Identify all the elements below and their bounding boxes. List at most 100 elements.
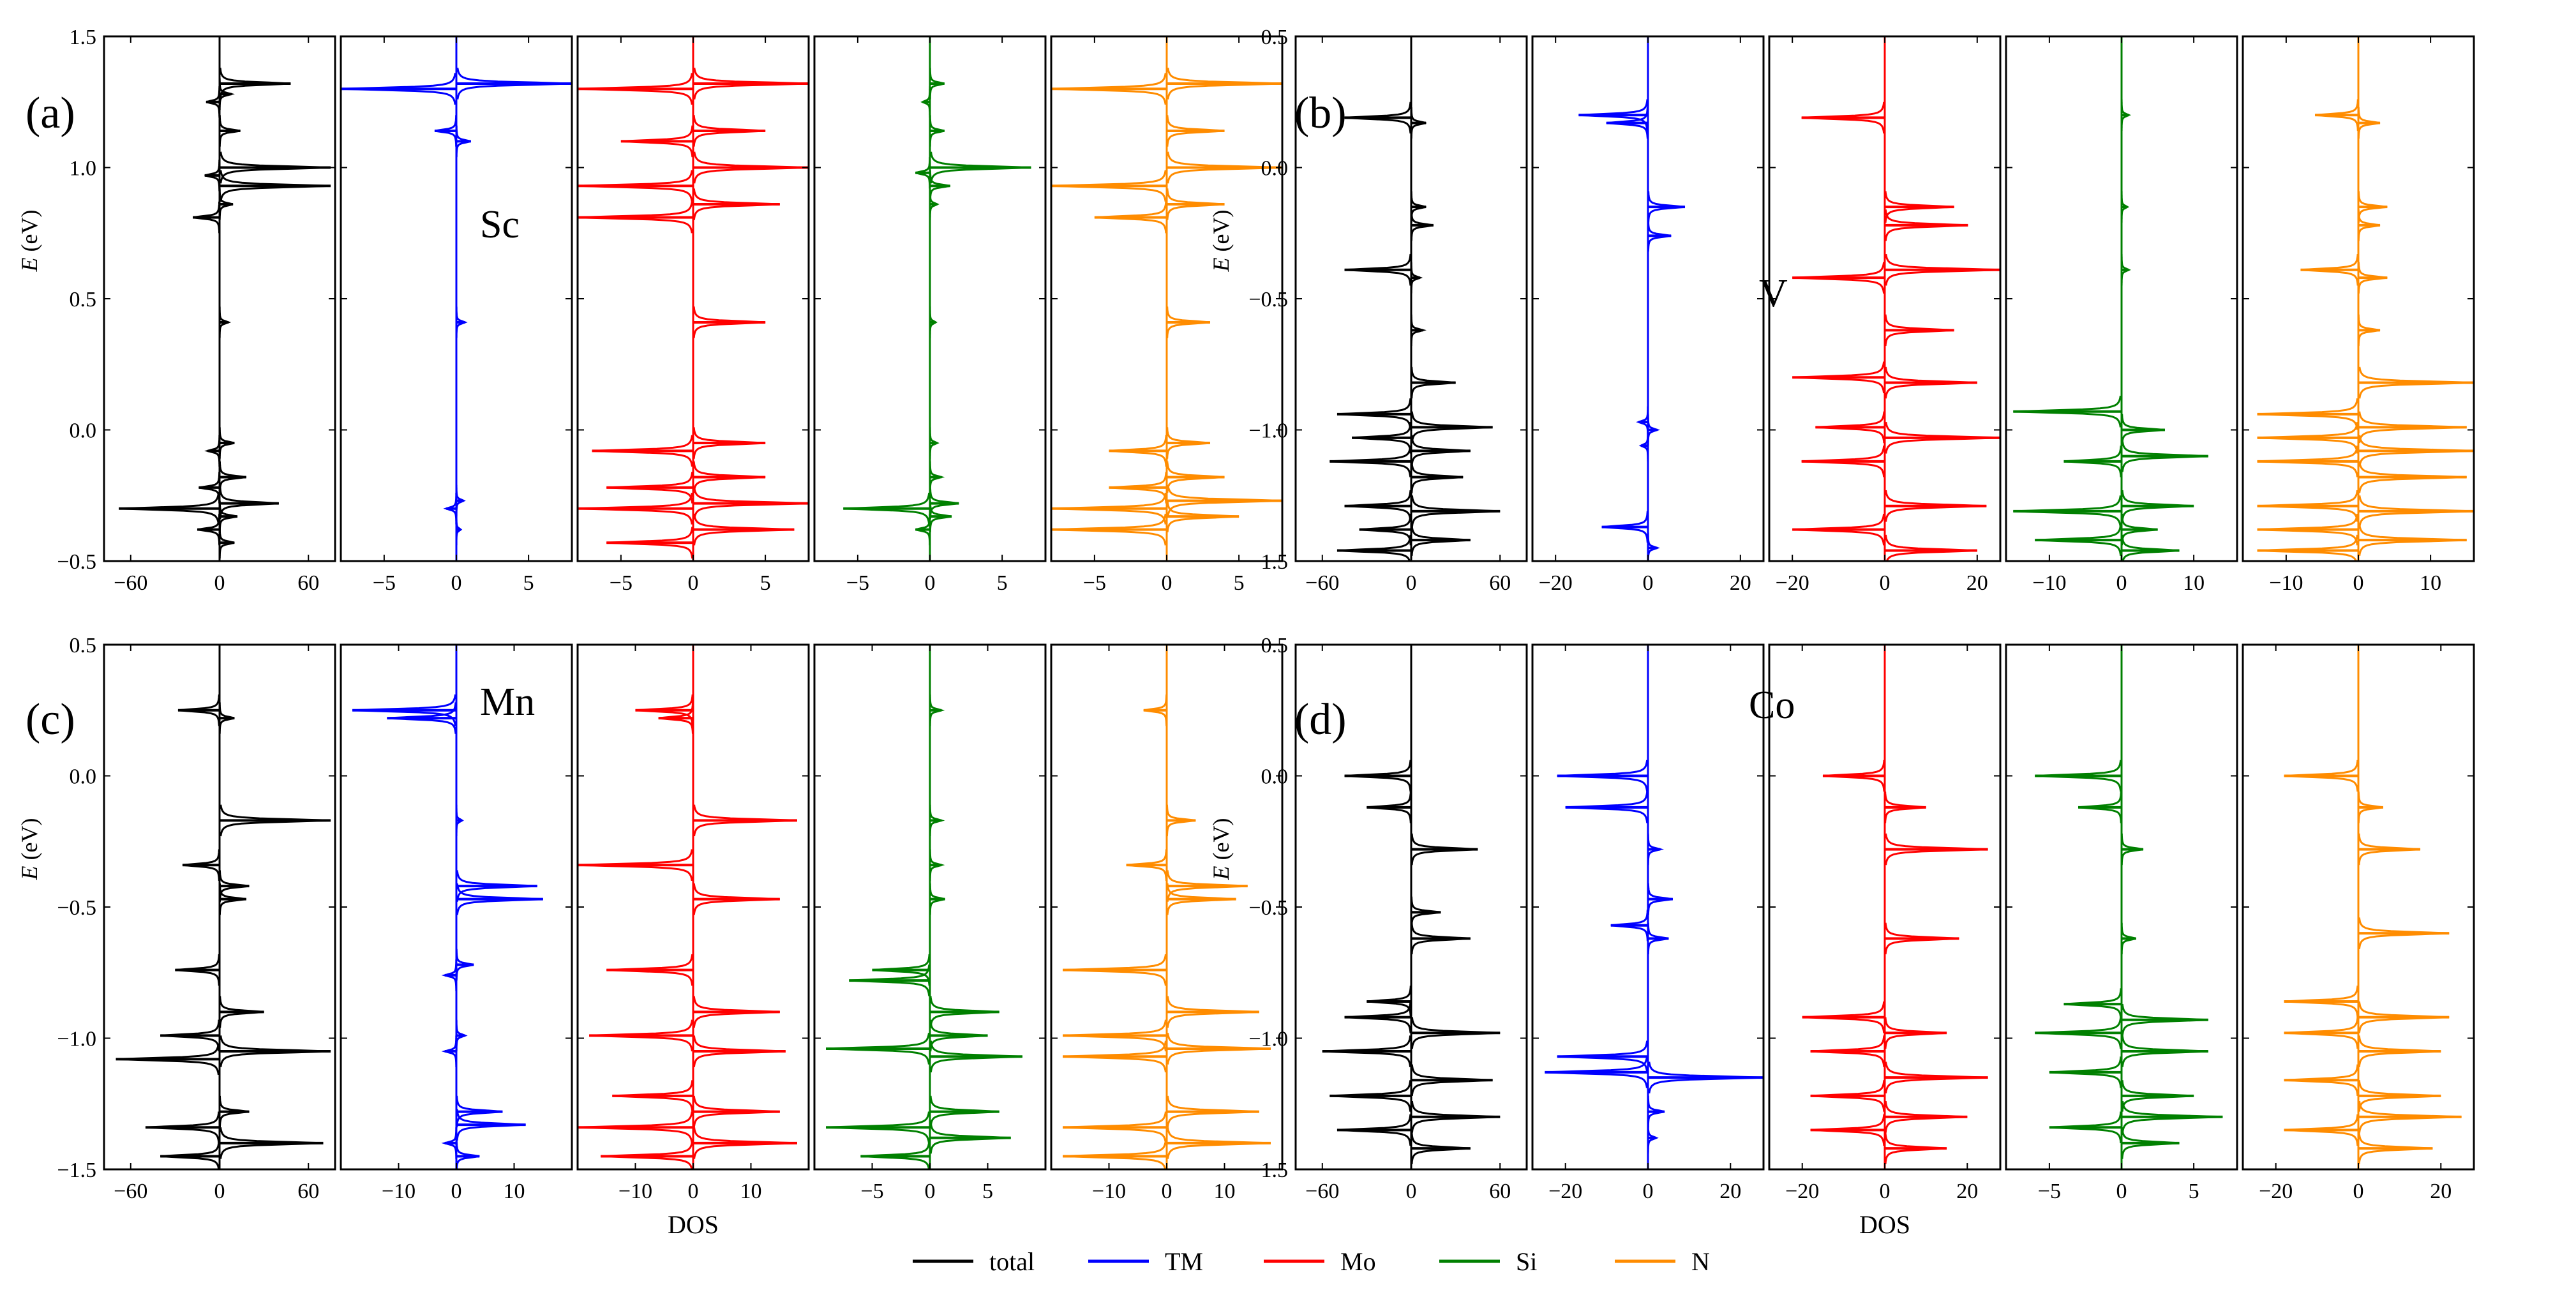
y-axis-label: E (eV) bbox=[17, 210, 42, 273]
x-tick-label: 10 bbox=[504, 1180, 525, 1203]
panel-tag: (c) bbox=[26, 695, 75, 744]
subplot-N: −10 0 10 bbox=[2242, 35, 2475, 595]
dos-peak bbox=[1648, 1061, 1764, 1094]
dos-peak bbox=[206, 86, 221, 118]
x-tick-label: 20 bbox=[1966, 571, 1988, 595]
dos-curve-group bbox=[1322, 645, 1501, 1169]
dos-peak bbox=[2284, 1064, 2359, 1096]
x-tick-label: −20 bbox=[1539, 571, 1573, 595]
y-tick-label: 0.5 bbox=[70, 288, 97, 311]
subplot-total: −60 0 60 bbox=[1294, 643, 1528, 1203]
dos-peak bbox=[2357, 262, 2388, 294]
legend-label: total bbox=[989, 1247, 1035, 1276]
panels-layer: −0.5 0.0 0.5 1.0 1.5 E (eV) −60 0 60 −5 0 5 −5 0 5 −5 0 5… bbox=[17, 26, 2475, 1239]
dos-peak bbox=[2121, 1035, 2208, 1067]
dos-peak bbox=[693, 68, 809, 100]
y-tick-label: −1.0 bbox=[1248, 419, 1288, 443]
subplot-TM: −5 0 5 bbox=[340, 35, 573, 595]
x-tick-label: 0 bbox=[1880, 571, 1891, 595]
dos-curve-group bbox=[578, 36, 809, 561]
dos-curve-group bbox=[826, 645, 1022, 1169]
dos-peak bbox=[198, 472, 221, 504]
x-tick-label: 60 bbox=[297, 1180, 319, 1203]
element-label: Sc bbox=[480, 203, 520, 246]
dos-curve-group bbox=[1545, 645, 1764, 1169]
dos-peak bbox=[1638, 430, 1649, 461]
x-tick-label: −5 bbox=[610, 571, 633, 595]
dos-peak bbox=[193, 201, 221, 234]
dos-peak bbox=[455, 306, 468, 338]
dos-peak bbox=[1822, 760, 1885, 792]
y-tick-label: 0.0 bbox=[1261, 157, 1289, 181]
legend-label: Mo bbox=[1340, 1247, 1376, 1276]
panel-c: −1.5 −1.0 −0.5 0.0 0.5 E (eV) −60 0 60 −10 0 10 −10 0… bbox=[17, 634, 1284, 1239]
dos-peak bbox=[1884, 922, 1959, 955]
dos-peak bbox=[1051, 513, 1167, 546]
dos-peak bbox=[1885, 490, 1987, 522]
y-tick-label: 1.0 bbox=[70, 157, 97, 181]
y-axis-label-unit: (eV) bbox=[17, 210, 42, 258]
x-tick-label: 60 bbox=[297, 571, 319, 595]
y-axis-label: E (eV) bbox=[1208, 818, 1234, 881]
dos-peak bbox=[1051, 73, 1167, 105]
y-tick-label: −1.5 bbox=[1248, 550, 1288, 574]
dos-peak bbox=[693, 513, 795, 546]
dos-peak bbox=[1810, 1035, 1885, 1067]
dos-curve-group bbox=[1329, 36, 1501, 561]
dos-peak bbox=[2120, 191, 2130, 223]
dos-peak bbox=[1884, 1017, 1947, 1049]
dos-peak bbox=[1606, 107, 1649, 139]
panel-d: −1.5 −1.0 −0.5 0.0 0.5 E (eV) −60 0 60 −20 0 20 −20 0… bbox=[1208, 634, 2475, 1239]
panel-tag: (b) bbox=[1294, 89, 1347, 138]
y-tick-label: −0.5 bbox=[1248, 896, 1288, 920]
x-tick-label: −20 bbox=[2259, 1180, 2293, 1203]
x-tick-label: −10 bbox=[2032, 571, 2066, 595]
y-tick-label: 0.5 bbox=[70, 634, 97, 657]
x-tick-label: 0 bbox=[2116, 1180, 2127, 1203]
dos-peak bbox=[1410, 314, 1427, 346]
dos-curve-group bbox=[1792, 36, 2000, 561]
dos-peak bbox=[1885, 421, 2000, 454]
subplot-Si: −5 0 5 bbox=[2005, 643, 2238, 1203]
x-tick-label: 60 bbox=[1489, 571, 1511, 595]
x-tick-label: 20 bbox=[1730, 571, 1751, 595]
dos-curve-group bbox=[119, 36, 331, 561]
x-axis-label: DOS bbox=[668, 1210, 719, 1239]
y-tick-label: −1.0 bbox=[57, 1028, 96, 1051]
dos-curve-group bbox=[578, 645, 797, 1169]
subplot-Mo: −10 0 10 bbox=[576, 643, 810, 1203]
legend: total TM Mo Si N bbox=[913, 1247, 1710, 1276]
x-tick-label: −5 bbox=[1083, 571, 1106, 595]
x-tick-label: −10 bbox=[1092, 1180, 1126, 1203]
y-tick-label: 0.0 bbox=[1261, 765, 1289, 789]
x-tick-label: 20 bbox=[1719, 1180, 1741, 1203]
x-tick-label: 0 bbox=[1406, 571, 1417, 595]
subplot-TM: −20 0 20 bbox=[1531, 643, 1765, 1203]
y-axis-label-unit: (eV) bbox=[1208, 210, 1234, 258]
dos-peak bbox=[2358, 1035, 2441, 1067]
dos-peak bbox=[1167, 68, 1282, 100]
x-tick-label: 5 bbox=[997, 571, 1008, 595]
legend-item-N: N bbox=[1615, 1247, 1710, 1276]
element-label: Mn bbox=[480, 680, 535, 724]
x-tick-label: 0 bbox=[925, 1180, 936, 1203]
dos-curve-group bbox=[341, 36, 572, 561]
dos-peak bbox=[1884, 1100, 1968, 1133]
dos-peak bbox=[218, 78, 235, 110]
legend-item-TM: TM bbox=[1088, 1247, 1203, 1276]
dos-curve-group bbox=[1063, 645, 1271, 1169]
dos-peak bbox=[1810, 1114, 1885, 1146]
dos-peak bbox=[693, 487, 809, 520]
subplot-Mo: −20 0 20 bbox=[1768, 643, 2002, 1203]
dos-peak bbox=[2358, 366, 2474, 399]
dos-peak bbox=[2284, 1114, 2359, 1146]
dos-peak bbox=[1167, 151, 1282, 184]
legend-item-Si: Si bbox=[1439, 1247, 1537, 1276]
dos-peak bbox=[2257, 446, 2358, 477]
x-tick-label: 0 bbox=[214, 571, 225, 595]
panel-tag: (d) bbox=[1294, 695, 1347, 744]
dos-peak bbox=[578, 1111, 693, 1144]
dos-peak bbox=[2013, 495, 2122, 527]
dos-peak bbox=[1647, 833, 1665, 866]
